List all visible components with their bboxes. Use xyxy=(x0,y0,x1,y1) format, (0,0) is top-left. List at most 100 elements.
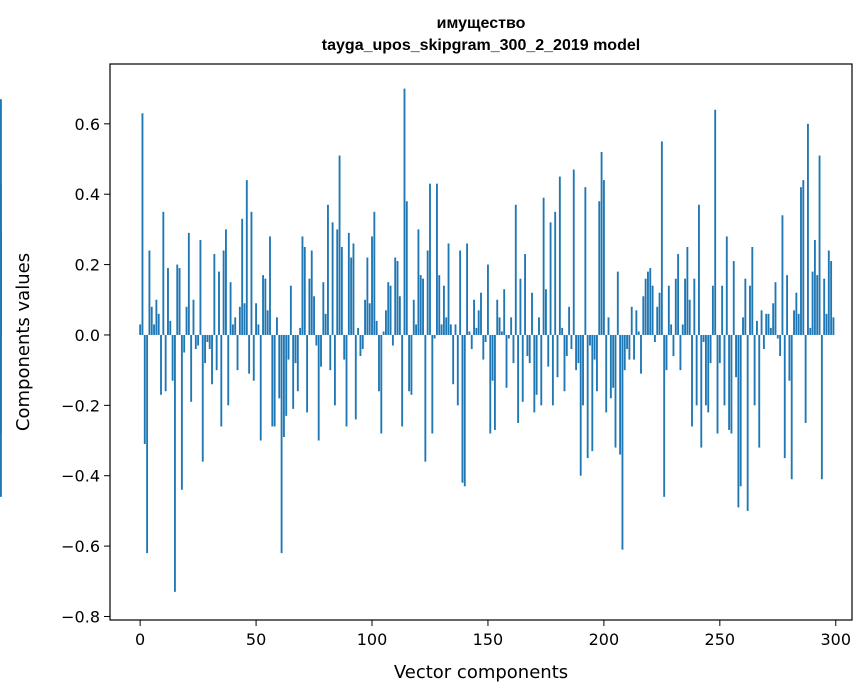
bar-154 xyxy=(496,299,499,335)
y-tick-label: 0.4 xyxy=(75,185,100,204)
bar-144 xyxy=(473,299,475,335)
bar-85 xyxy=(336,229,339,335)
bar-187 xyxy=(572,169,575,335)
bar-251 xyxy=(721,285,724,335)
bar-210 xyxy=(626,334,629,350)
bar-223 xyxy=(656,306,659,335)
chart-title: имущество xyxy=(437,15,526,32)
bar-215 xyxy=(637,331,640,335)
bar-111 xyxy=(396,261,399,335)
bar-12 xyxy=(167,268,169,335)
bar-19 xyxy=(183,334,186,353)
bar-194 xyxy=(589,334,591,346)
y-tick-label: −0.2 xyxy=(61,396,100,415)
bar-150 xyxy=(487,264,489,335)
bar-286 xyxy=(802,180,805,335)
bar-189 xyxy=(577,334,580,364)
bar-250 xyxy=(718,334,721,364)
bar-269 xyxy=(762,334,765,350)
bar-289 xyxy=(809,327,812,335)
bar-157 xyxy=(503,289,506,335)
bar-89 xyxy=(345,334,348,427)
bar-211 xyxy=(628,334,631,360)
bar-257 xyxy=(735,334,737,378)
bars-group xyxy=(0,88,835,592)
x-axis-ticks: 0 50 100 150 200 250 300 xyxy=(135,620,851,649)
bar-184 xyxy=(565,334,568,357)
bar-61 xyxy=(280,334,283,554)
bar-131 xyxy=(442,285,445,335)
bar-165 xyxy=(521,334,524,402)
x-tick-label: 250 xyxy=(705,630,736,649)
bar-8 xyxy=(157,313,160,335)
bar-186 xyxy=(570,334,573,350)
bar-203 xyxy=(609,334,612,399)
bar-56 xyxy=(269,236,271,335)
bar-39 xyxy=(229,282,232,335)
bar-139 xyxy=(461,334,464,483)
bar-241 xyxy=(698,204,700,335)
bar-296 xyxy=(825,313,828,335)
bar-79 xyxy=(322,282,325,335)
bar-51 xyxy=(257,324,260,335)
bar-287 xyxy=(804,334,807,423)
bar-95 xyxy=(359,334,362,357)
bar-205 xyxy=(614,334,617,448)
bar-13 xyxy=(169,320,172,335)
bar-97 xyxy=(364,299,366,335)
bar-66 xyxy=(292,334,295,409)
bar-93 xyxy=(354,334,357,420)
bar-216 xyxy=(640,334,642,374)
bar-2 xyxy=(143,334,146,445)
bar-74 xyxy=(310,250,313,335)
bar-118 xyxy=(412,299,415,335)
bar-96 xyxy=(361,334,364,350)
bar-40 xyxy=(231,324,234,335)
y-tick-label: 0.6 xyxy=(75,115,100,134)
y-tick-label: 0.0 xyxy=(75,326,100,345)
bar-152 xyxy=(491,334,494,381)
bar-191 xyxy=(582,334,584,406)
bar-229 xyxy=(670,324,673,335)
bar-78 xyxy=(320,334,322,367)
bar-35 xyxy=(220,334,223,427)
bar-224 xyxy=(658,292,661,335)
bar-198 xyxy=(598,201,601,335)
x-tick-label: 50 xyxy=(246,630,266,649)
bar-17 xyxy=(178,268,181,335)
bar-240 xyxy=(695,334,698,406)
bar-282 xyxy=(793,310,795,335)
bar-129 xyxy=(438,275,441,335)
bar-237 xyxy=(688,299,691,335)
bar-54 xyxy=(264,278,267,335)
bar-124 xyxy=(426,250,429,335)
bar-57 xyxy=(271,334,274,427)
bar-98 xyxy=(366,257,369,335)
bar-217 xyxy=(642,296,645,335)
bar-179 xyxy=(554,211,557,335)
bar-207 xyxy=(619,334,622,455)
bar-11 xyxy=(164,334,167,392)
bar-38 xyxy=(227,334,230,406)
bar-172 xyxy=(538,317,540,335)
bar-277 xyxy=(781,215,784,335)
bar-62 xyxy=(282,334,285,438)
bar-36 xyxy=(222,250,225,335)
bar-63 xyxy=(285,334,288,416)
bar-258 xyxy=(737,334,740,508)
bar-227 xyxy=(665,334,668,371)
bar-197 xyxy=(596,334,598,392)
bar-81 xyxy=(327,204,329,335)
bar-177 xyxy=(549,222,552,335)
bar-204 xyxy=(612,334,615,388)
bar-161 xyxy=(512,334,515,364)
bar-267 xyxy=(758,334,761,448)
bar-290 xyxy=(811,271,814,335)
bar-103 xyxy=(378,334,380,392)
bar-253 xyxy=(725,236,728,335)
bar-73 xyxy=(308,278,311,335)
bar-71 xyxy=(303,246,306,335)
bar-84 xyxy=(333,334,336,406)
bar-147 xyxy=(480,292,482,335)
